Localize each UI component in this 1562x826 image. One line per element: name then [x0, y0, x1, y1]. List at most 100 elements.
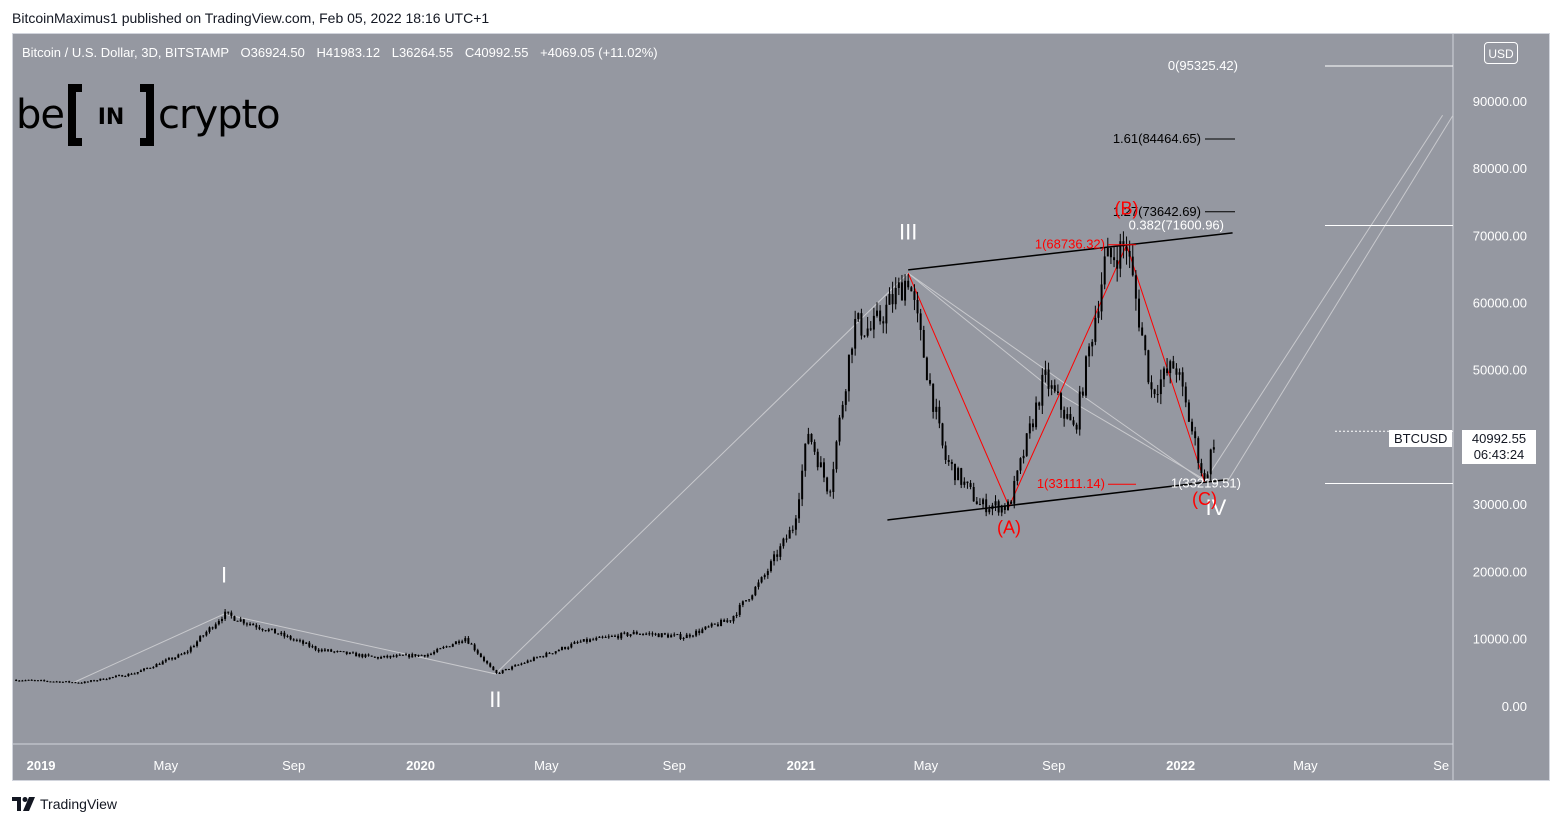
candle-body — [673, 634, 676, 636]
candle-body — [224, 611, 227, 619]
candle-body — [192, 645, 195, 648]
change-value: +4069.05 (+11.02%) — [540, 45, 658, 60]
candle-body — [21, 680, 24, 682]
candle-body — [891, 294, 894, 305]
candle-body — [985, 499, 988, 513]
candle-body — [345, 651, 348, 654]
candle-body — [776, 554, 779, 557]
candle-body — [514, 665, 517, 667]
projection-line — [1226, 114, 1454, 482]
candle-body — [539, 656, 542, 658]
candle-body — [277, 633, 280, 635]
candle-body — [161, 661, 164, 665]
candle-body — [398, 654, 401, 656]
logo-text-left: be — [16, 92, 65, 138]
candle-body — [295, 639, 298, 641]
candle-body — [1172, 361, 1175, 369]
candle-body — [43, 680, 46, 682]
candle-body — [342, 651, 345, 653]
candle-body — [1184, 386, 1187, 403]
candle-body — [551, 653, 554, 655]
candle-body — [383, 655, 386, 658]
footer[interactable]: TradingView — [12, 796, 117, 812]
high-label: H — [316, 45, 326, 60]
candle-body — [242, 619, 245, 624]
candle-body — [782, 538, 785, 547]
candle-body — [1203, 473, 1206, 479]
candle-body — [367, 654, 370, 656]
candle-body — [679, 634, 682, 639]
candle-body — [523, 662, 526, 664]
candle-body — [932, 383, 935, 412]
candle-body — [355, 652, 358, 657]
candle-body — [486, 660, 489, 664]
candle-body — [1075, 424, 1078, 430]
x-tick-label: May — [1293, 758, 1318, 773]
candle-body — [857, 313, 860, 319]
candle-body — [189, 647, 192, 652]
candle-body — [426, 654, 429, 657]
candle-body — [938, 406, 941, 424]
candle-body — [208, 627, 211, 632]
beincrypto-logo: be IN crypto — [16, 84, 281, 146]
y-tick-label: 50000.00 — [1473, 363, 1527, 378]
candle-body — [982, 499, 985, 505]
candle-body — [58, 681, 61, 683]
candle-body — [1206, 474, 1209, 479]
wave-path-grey-inner — [907, 272, 1205, 481]
candle-body — [676, 634, 679, 636]
candle-body — [1131, 256, 1134, 276]
candle-body — [258, 627, 261, 629]
candle-body — [763, 575, 766, 578]
candle-body — [589, 639, 592, 642]
candle-body — [305, 642, 308, 644]
candle-body — [1109, 248, 1112, 258]
candle-body — [1035, 402, 1038, 428]
candle-body — [1016, 470, 1019, 481]
candle-body — [701, 629, 704, 633]
candle-body — [65, 681, 68, 683]
candle-body — [292, 639, 295, 641]
candle-body — [688, 634, 691, 637]
candle-body — [788, 530, 791, 539]
candle-body — [1000, 505, 1003, 513]
candle-body — [1066, 414, 1069, 419]
candle-body — [1100, 284, 1103, 312]
candle-body — [1181, 372, 1184, 387]
candle-body — [604, 636, 607, 638]
candle-body — [835, 441, 838, 470]
candle-body — [548, 652, 551, 654]
candle-body — [111, 676, 114, 678]
candle-body — [1187, 402, 1190, 422]
candle-body — [691, 635, 694, 637]
price-chart[interactable]: 0.0010000.0020000.0030000.0040000.005000… — [13, 34, 1549, 780]
currency-button[interactable]: USD — [1484, 42, 1518, 64]
candle-body — [610, 636, 613, 638]
candle-body — [751, 595, 754, 600]
open-value: 36924.50 — [250, 45, 305, 60]
candle-body — [220, 618, 223, 621]
candle-body — [876, 310, 878, 316]
candle-body — [695, 630, 698, 636]
candle-body — [348, 652, 351, 654]
candle-body — [582, 639, 585, 642]
candle-body — [395, 655, 398, 657]
x-tick-label: Sep — [282, 758, 305, 773]
candle-body — [1141, 327, 1144, 336]
candle-body — [732, 615, 735, 622]
last-price: 40992.55 — [1471, 431, 1527, 446]
symbol-name: Bitcoin / U.S. Dollar, 3D, BITSTAMP — [22, 45, 229, 60]
candle-body — [791, 529, 794, 531]
candle-body — [436, 649, 439, 652]
candle-body — [620, 632, 623, 639]
candles — [15, 231, 1215, 684]
candle-body — [80, 682, 83, 684]
candle-body — [158, 663, 161, 665]
candle-body — [464, 638, 467, 642]
candle-body — [1010, 501, 1013, 504]
candle-body — [105, 679, 108, 681]
candle-body — [1088, 346, 1091, 357]
x-tick-label: May — [154, 758, 179, 773]
candle-body — [96, 680, 99, 682]
candle-body — [978, 504, 981, 506]
